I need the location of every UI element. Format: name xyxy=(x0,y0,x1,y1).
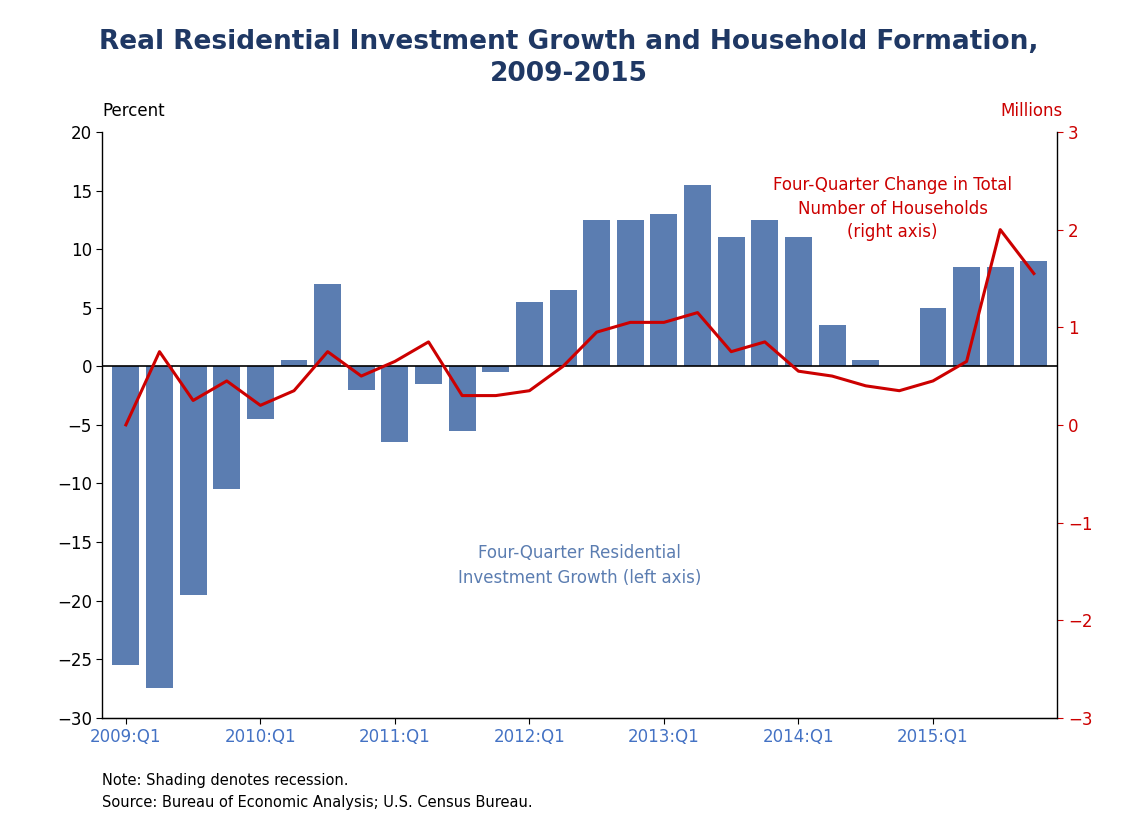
Text: Millions: Millions xyxy=(1001,101,1063,120)
Bar xyxy=(717,238,745,366)
Text: Real Residential Investment Growth and Household Formation,
2009-2015: Real Residential Investment Growth and H… xyxy=(99,29,1038,87)
Bar xyxy=(1020,261,1047,366)
Bar xyxy=(684,185,711,366)
Bar xyxy=(348,366,375,389)
Bar xyxy=(314,285,341,366)
Text: Percent: Percent xyxy=(102,101,165,120)
Text: Four-Quarter Change in Total
Number of Households
(right axis): Four-Quarter Change in Total Number of H… xyxy=(773,176,1012,241)
Bar xyxy=(113,366,140,665)
Bar xyxy=(415,366,442,384)
Bar xyxy=(482,366,509,372)
Bar xyxy=(214,366,240,489)
Text: Four-Quarter Residential
Investment Growth (left axis): Four-Quarter Residential Investment Grow… xyxy=(458,544,702,587)
Bar xyxy=(146,366,173,688)
Text: Source: Bureau of Economic Analysis; U.S. Census Bureau.: Source: Bureau of Economic Analysis; U.S… xyxy=(102,795,533,810)
Bar xyxy=(752,219,779,366)
Bar xyxy=(920,308,946,366)
Bar xyxy=(617,219,644,366)
Bar xyxy=(785,238,812,366)
Bar xyxy=(180,366,207,595)
Bar xyxy=(953,266,980,366)
Text: Note: Shading denotes recession.: Note: Shading denotes recession. xyxy=(102,773,349,788)
Bar xyxy=(583,219,611,366)
Bar xyxy=(381,366,408,442)
Bar xyxy=(987,266,1014,366)
Bar xyxy=(449,366,475,431)
Bar xyxy=(650,214,678,366)
Bar xyxy=(281,361,307,366)
Bar xyxy=(853,361,879,366)
Bar xyxy=(516,302,542,366)
Bar xyxy=(247,366,274,419)
Bar xyxy=(549,290,576,366)
Bar xyxy=(819,325,846,366)
